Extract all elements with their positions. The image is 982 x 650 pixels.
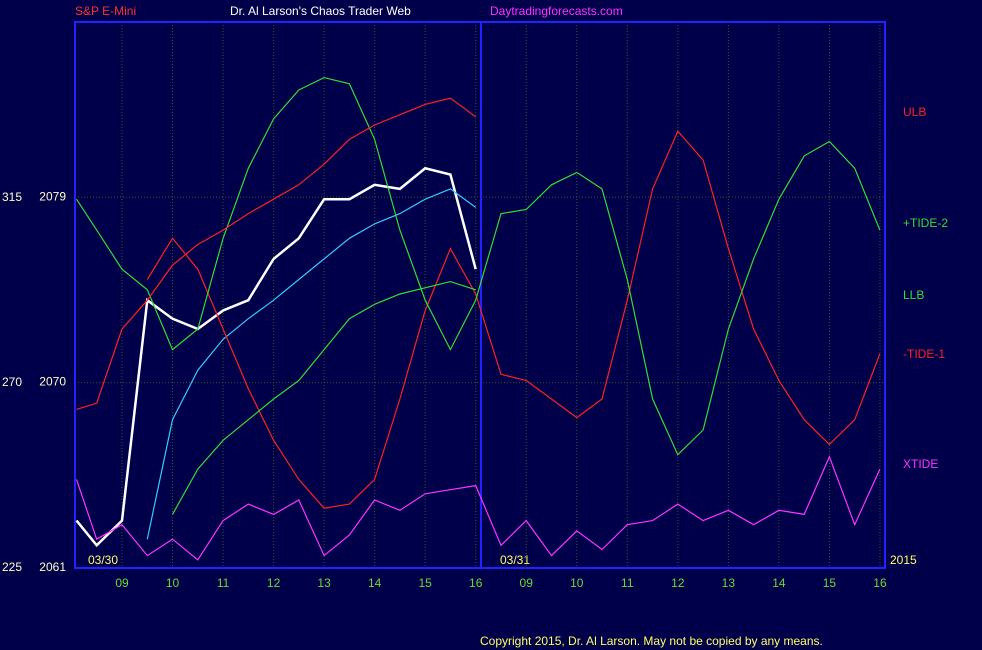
- instrument: S&P E-Mini: [75, 4, 136, 18]
- series-line: [171, 280, 476, 515]
- series-line: [76, 97, 477, 410]
- series-line: [75, 455, 881, 561]
- x-tick-label: 13: [722, 576, 736, 590]
- x-tick-label: 16: [873, 576, 887, 590]
- site: Daytradingforecasts.com: [490, 4, 623, 18]
- x-tick-label: 14: [772, 576, 786, 590]
- copyright: Copyright 2015, Dr. Al Larson. May not b…: [480, 634, 823, 648]
- series-label: LLB: [903, 288, 924, 302]
- y-tick-label: 2079: [39, 189, 66, 203]
- date-label: 2015: [890, 553, 917, 567]
- y-tick-label: 2061: [39, 560, 66, 574]
- series-line: [75, 166, 477, 548]
- x-tick-label: 15: [418, 576, 432, 590]
- x-tick-label: 13: [317, 576, 331, 590]
- y2-tick-label: 315: [2, 190, 22, 204]
- date-label: 03/31: [500, 553, 530, 567]
- series-line: [75, 76, 881, 456]
- x-tick-label: 12: [267, 576, 281, 590]
- chart-title: Dr. Al Larson's Chaos Trader Web: [230, 4, 411, 18]
- series-label: +TIDE-2: [903, 216, 948, 230]
- x-tick-label: 10: [570, 576, 584, 590]
- y-tick-label: 2070: [39, 375, 66, 389]
- y2-tick-label: 225: [2, 560, 22, 574]
- x-tick-label: 09: [115, 576, 129, 590]
- series-line: [146, 188, 477, 540]
- x-tick-label: 10: [166, 576, 180, 590]
- date-label: 03/30: [88, 553, 118, 567]
- x-tick-label: 16: [469, 576, 483, 590]
- x-tick-label: 11: [217, 576, 230, 590]
- x-tick-label: 15: [823, 576, 837, 590]
- series-label: ULB: [903, 105, 926, 119]
- x-tick-label: 09: [520, 576, 534, 590]
- x-tick-label: 11: [621, 576, 634, 590]
- y2-tick-label: 270: [2, 375, 22, 389]
- x-tick-label: 14: [368, 576, 382, 590]
- series-label: -TIDE-1: [903, 347, 945, 361]
- series-line: [146, 130, 881, 509]
- series-label: XTIDE: [903, 457, 938, 471]
- x-tick-label: 12: [671, 576, 685, 590]
